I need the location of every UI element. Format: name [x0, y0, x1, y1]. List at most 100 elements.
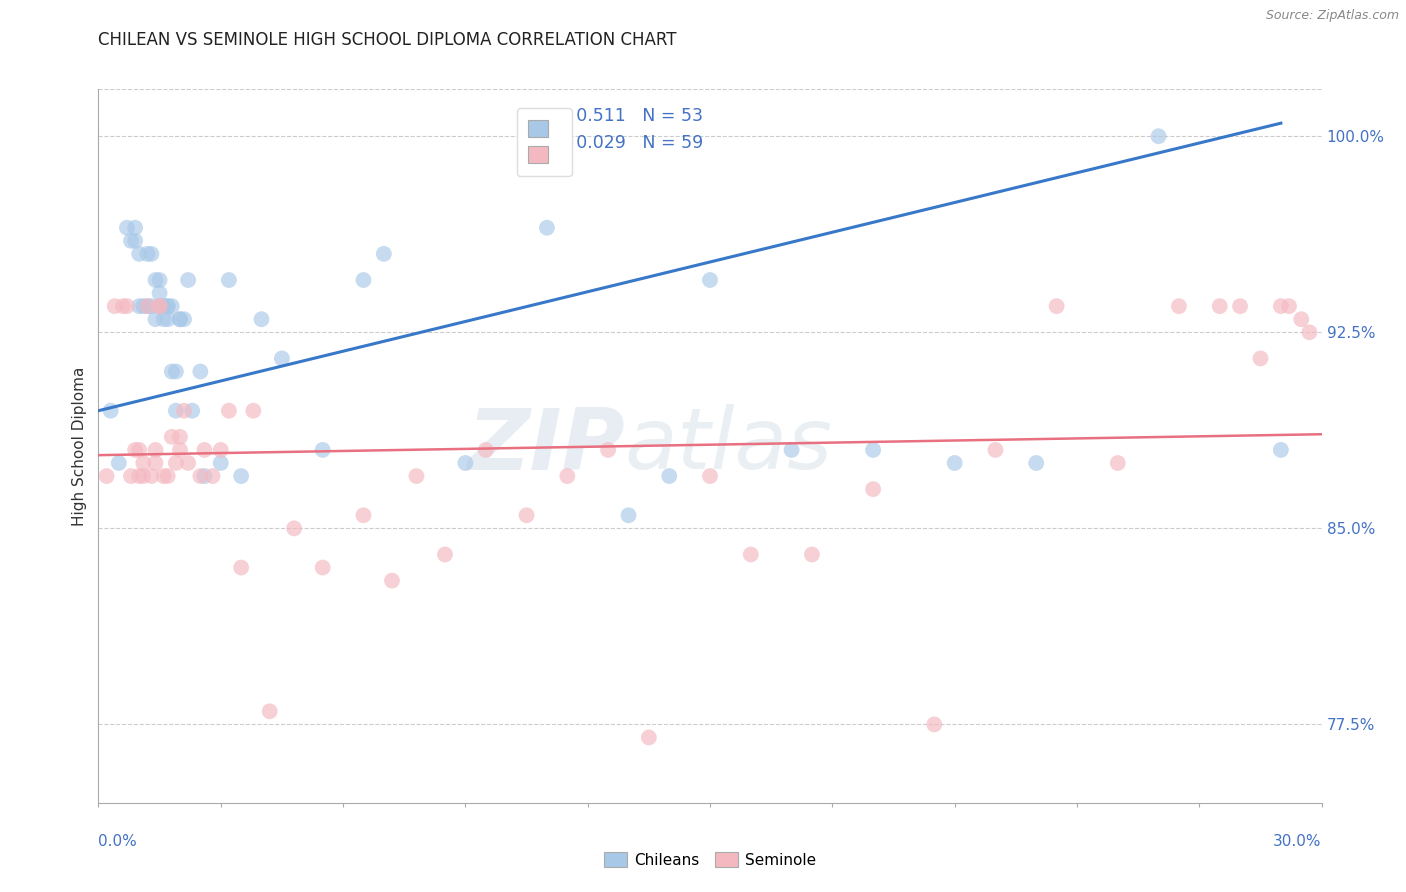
- Point: [373, 247, 395, 261]
- Point: [169, 312, 191, 326]
- Point: [699, 273, 721, 287]
- Point: [145, 273, 167, 287]
- Point: [740, 548, 762, 562]
- Point: [270, 351, 294, 366]
- Point: [231, 560, 253, 574]
- Point: [160, 299, 183, 313]
- Point: [160, 364, 183, 378]
- Point: [617, 508, 640, 523]
- Point: [169, 312, 191, 326]
- Point: [149, 299, 172, 313]
- Point: [1278, 299, 1301, 313]
- Point: [283, 521, 305, 535]
- Point: [638, 731, 661, 745]
- Point: [115, 299, 138, 313]
- Point: [231, 469, 253, 483]
- Point: [115, 220, 138, 235]
- Point: [1270, 299, 1292, 313]
- Point: [145, 456, 167, 470]
- Point: [188, 469, 212, 483]
- Point: [120, 234, 142, 248]
- Point: [1270, 442, 1292, 457]
- Point: [156, 312, 179, 326]
- Point: [201, 469, 224, 483]
- Point: [1229, 299, 1251, 313]
- Point: [209, 456, 232, 470]
- Point: [149, 273, 172, 287]
- Point: [209, 442, 232, 457]
- Point: [100, 403, 122, 417]
- Point: [352, 508, 374, 523]
- Point: [405, 469, 427, 483]
- Point: [218, 403, 240, 417]
- Point: [152, 312, 174, 326]
- Point: [165, 364, 187, 378]
- Point: [536, 220, 558, 235]
- Point: [312, 560, 335, 574]
- Point: [193, 442, 215, 457]
- Point: [984, 442, 1007, 457]
- Point: [454, 456, 477, 470]
- Text: 0.0%: 0.0%: [98, 834, 138, 849]
- Point: [943, 456, 966, 470]
- Point: [1291, 312, 1313, 326]
- Point: [1167, 299, 1189, 313]
- Text: 30.0%: 30.0%: [1274, 834, 1322, 849]
- Point: [156, 469, 179, 483]
- Point: [160, 430, 183, 444]
- Point: [111, 299, 134, 313]
- Point: [1147, 129, 1170, 144]
- Point: [136, 247, 159, 261]
- Point: [596, 442, 619, 457]
- Text: ZIP: ZIP: [467, 404, 624, 488]
- Point: [193, 469, 215, 483]
- Y-axis label: High School Diploma: High School Diploma: [72, 367, 87, 525]
- Point: [312, 442, 335, 457]
- Point: [141, 247, 163, 261]
- Point: [1298, 326, 1320, 340]
- Point: [141, 299, 163, 313]
- Point: [104, 299, 127, 313]
- Point: [433, 548, 456, 562]
- Point: [780, 442, 803, 457]
- Point: [96, 469, 118, 483]
- Point: [165, 456, 187, 470]
- Point: [516, 508, 538, 523]
- Point: [120, 469, 142, 483]
- Point: [169, 430, 191, 444]
- Point: [149, 286, 172, 301]
- Point: [136, 299, 159, 313]
- Point: [658, 469, 681, 483]
- Point: [145, 442, 167, 457]
- Point: [474, 442, 498, 457]
- Point: [177, 273, 200, 287]
- Point: [181, 403, 204, 417]
- Point: [141, 469, 163, 483]
- Point: [352, 273, 374, 287]
- Point: [250, 312, 273, 326]
- Point: [132, 456, 155, 470]
- Point: [128, 299, 150, 313]
- Point: [699, 469, 721, 483]
- Point: [156, 299, 179, 313]
- Point: [218, 273, 240, 287]
- Point: [922, 717, 945, 731]
- Point: [128, 469, 150, 483]
- Point: [124, 442, 146, 457]
- Point: [557, 469, 579, 483]
- Point: [145, 312, 167, 326]
- Point: [149, 299, 172, 313]
- Point: [149, 299, 172, 313]
- Text: R =  0.029   N = 59: R = 0.029 N = 59: [533, 134, 703, 152]
- Point: [1045, 299, 1069, 313]
- Legend: Chileans, Seminole: Chileans, Seminole: [598, 846, 823, 873]
- Point: [173, 312, 195, 326]
- Point: [862, 442, 884, 457]
- Text: CHILEAN VS SEMINOLE HIGH SCHOOL DIPLOMA CORRELATION CHART: CHILEAN VS SEMINOLE HIGH SCHOOL DIPLOMA …: [98, 31, 676, 49]
- Point: [188, 364, 212, 378]
- Point: [128, 247, 150, 261]
- Point: [1208, 299, 1232, 313]
- Point: [124, 220, 146, 235]
- Point: [169, 442, 191, 457]
- Point: [152, 299, 174, 313]
